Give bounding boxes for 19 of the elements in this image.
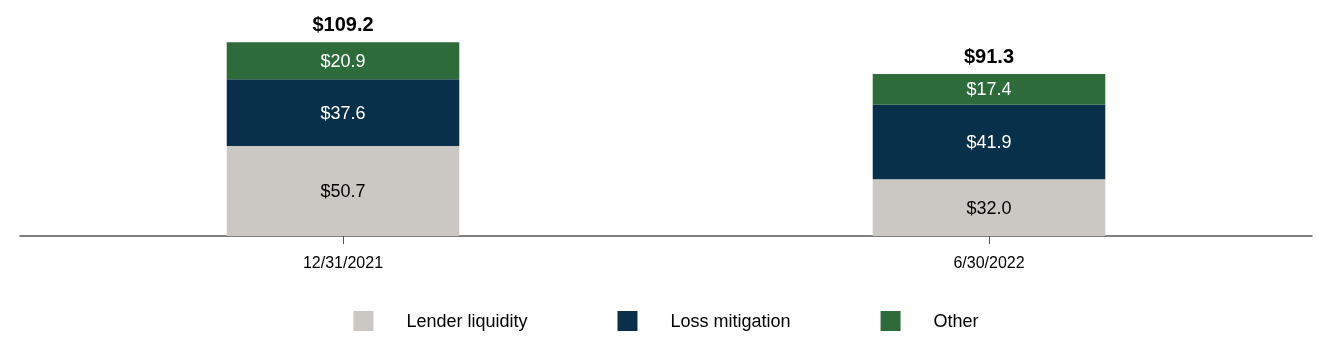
x-tick-label: 12/31/2021 (302, 253, 384, 271)
data-label: $41.9 (966, 132, 1012, 153)
bar (872, 104, 1106, 180)
data-label: $20.9 (320, 50, 366, 71)
total-label: $109.2 (312, 13, 374, 36)
legend-label: Lender liquidity (406, 311, 528, 331)
data-label: $32.0 (966, 197, 1012, 218)
bar (872, 73, 1106, 105)
bar (872, 179, 1106, 236)
legend-label: Other (933, 311, 979, 331)
bar (226, 42, 460, 80)
bar (226, 79, 460, 147)
legend-label: Loss mitigation (670, 311, 791, 331)
total-label: $91.3 (963, 44, 1015, 67)
data-label: $17.4 (966, 79, 1012, 100)
bar (226, 146, 460, 236)
data-label: $50.7 (320, 181, 366, 201)
x-tick-label: 6/30/2022 (953, 253, 1025, 271)
data-label: $37.6 (320, 102, 366, 123)
